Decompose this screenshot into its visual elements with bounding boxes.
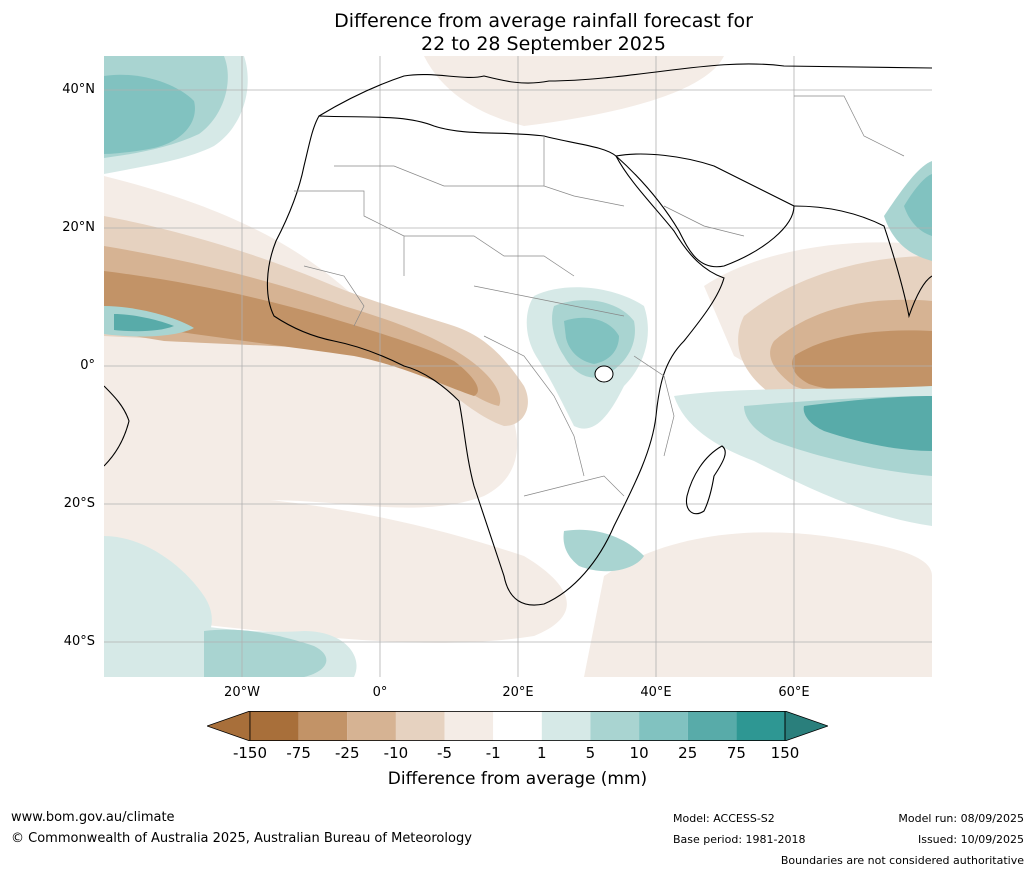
lat-label-40s: 40°S [63, 634, 95, 649]
lon-label-40e: 40°E [640, 685, 672, 700]
colorbar-tick-label: 1 [537, 744, 547, 762]
colorbar-box [736, 711, 785, 741]
colorbar-tick-label: 25 [678, 744, 698, 762]
colorbar-tick-label: 150 [770, 744, 800, 762]
title-line-2: 22 to 28 September 2025 [421, 33, 666, 55]
colorbar-tick-label: 10 [629, 744, 649, 762]
colorbar-tick-label: -75 [286, 744, 311, 762]
colorbar-tick-label: 5 [585, 744, 596, 762]
colorbar-tick-label: -25 [335, 744, 360, 762]
colorbar-box [298, 711, 348, 741]
footer-copyright: © Commonwealth of Australia 2025, Austra… [11, 831, 472, 846]
footer-url[interactable]: www.bom.gov.au/climate [11, 810, 175, 825]
graticule [104, 56, 932, 677]
map-canvas [104, 56, 932, 677]
colorbar-box [444, 711, 494, 741]
colorbar-box [395, 711, 445, 741]
colorbar-tick-label: -150 [232, 744, 268, 762]
colorbar-label: Difference from average (mm) [387, 769, 648, 789]
map-title: Difference from average rainfall forecas… [0, 10, 1035, 56]
colorbar-box [541, 711, 591, 741]
colorbar-box [347, 711, 396, 741]
colorbar-box [639, 711, 688, 741]
anomaly-fields [104, 56, 932, 677]
colorbar-extend-low [207, 711, 251, 741]
colorbar-box [590, 711, 640, 741]
colorbar-extend-high [784, 711, 828, 741]
lon-label-20w: 20°W [224, 685, 260, 700]
lat-label-0: 0° [80, 358, 95, 373]
footer-base-period: Base period: 1981-2018 [673, 833, 806, 846]
colorbar-box [250, 711, 299, 741]
footer-disclaimer: Boundaries are not considered authoritat… [780, 854, 1024, 867]
coastlines [104, 63, 932, 606]
colorbar-tick-label: 75 [726, 744, 746, 762]
lat-label-20s: 20°S [63, 496, 95, 511]
lake-victoria [594, 365, 614, 383]
lat-label-40n: 40°N [62, 82, 95, 97]
footer-model-run: Model run: 08/09/2025 [898, 812, 1024, 825]
lon-label-20e: 20°E [502, 685, 534, 700]
colorbar-tick-label: -10 [383, 744, 409, 762]
lon-label-60e: 60°E [778, 685, 810, 700]
colorbar [207, 711, 828, 741]
lat-label-20n: 20°N [62, 220, 95, 235]
title-line-1: Difference from average rainfall forecas… [334, 10, 753, 32]
colorbar-tick-label: -5 [437, 744, 453, 762]
rainfall-anomaly-map [104, 56, 932, 677]
footer-issued: Issued: 10/09/2025 [917, 833, 1024, 846]
colorbar-tick-label: -1 [485, 744, 501, 762]
lon-label-0: 0° [372, 685, 388, 700]
footer-model: Model: ACCESS-S2 [673, 812, 775, 825]
colorbar-box [493, 711, 542, 741]
colorbar-box [687, 711, 737, 741]
country-borders [294, 95, 905, 497]
